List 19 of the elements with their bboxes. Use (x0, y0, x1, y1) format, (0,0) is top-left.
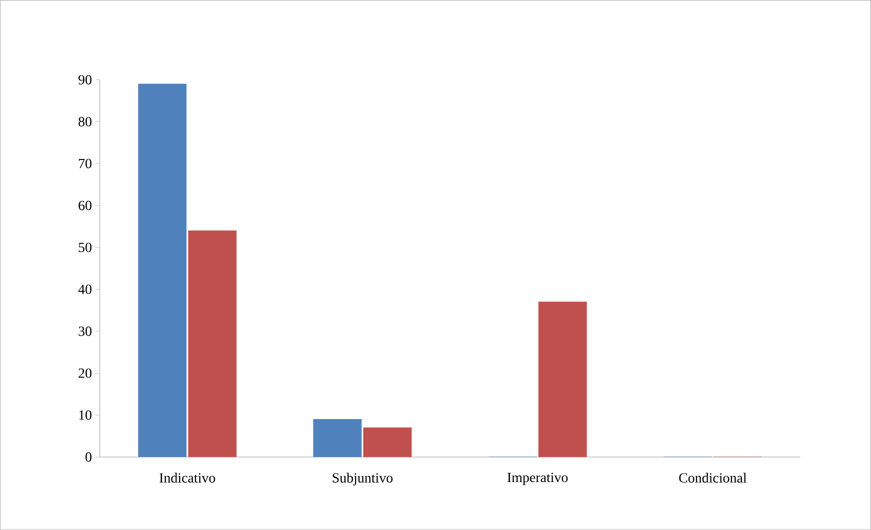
bar (363, 428, 412, 458)
y-tick-label: 0 (86, 452, 92, 462)
y-tick-label: 10 (79, 410, 92, 420)
y-tick-label: 60 (78, 200, 92, 210)
y-tick-label: 70 (78, 158, 92, 168)
x-tick-label: Imperativo (507, 472, 568, 486)
x-tick-label: Indicativo (160, 472, 216, 483)
y-tick-label: 30 (78, 326, 92, 336)
x-tick-label: Condicional (679, 472, 747, 483)
y-tick-label: 90 (78, 75, 92, 85)
y-tick-label: 20 (78, 368, 92, 378)
x-tick-label: Subjuntivo (332, 472, 393, 486)
y-tick-label: 40 (78, 284, 92, 294)
bar (313, 419, 362, 458)
y-tick-label: 80 (78, 117, 92, 127)
bar (538, 302, 587, 458)
bar (138, 84, 187, 458)
y-tick-label: 50 (78, 242, 92, 252)
bar (188, 230, 237, 458)
